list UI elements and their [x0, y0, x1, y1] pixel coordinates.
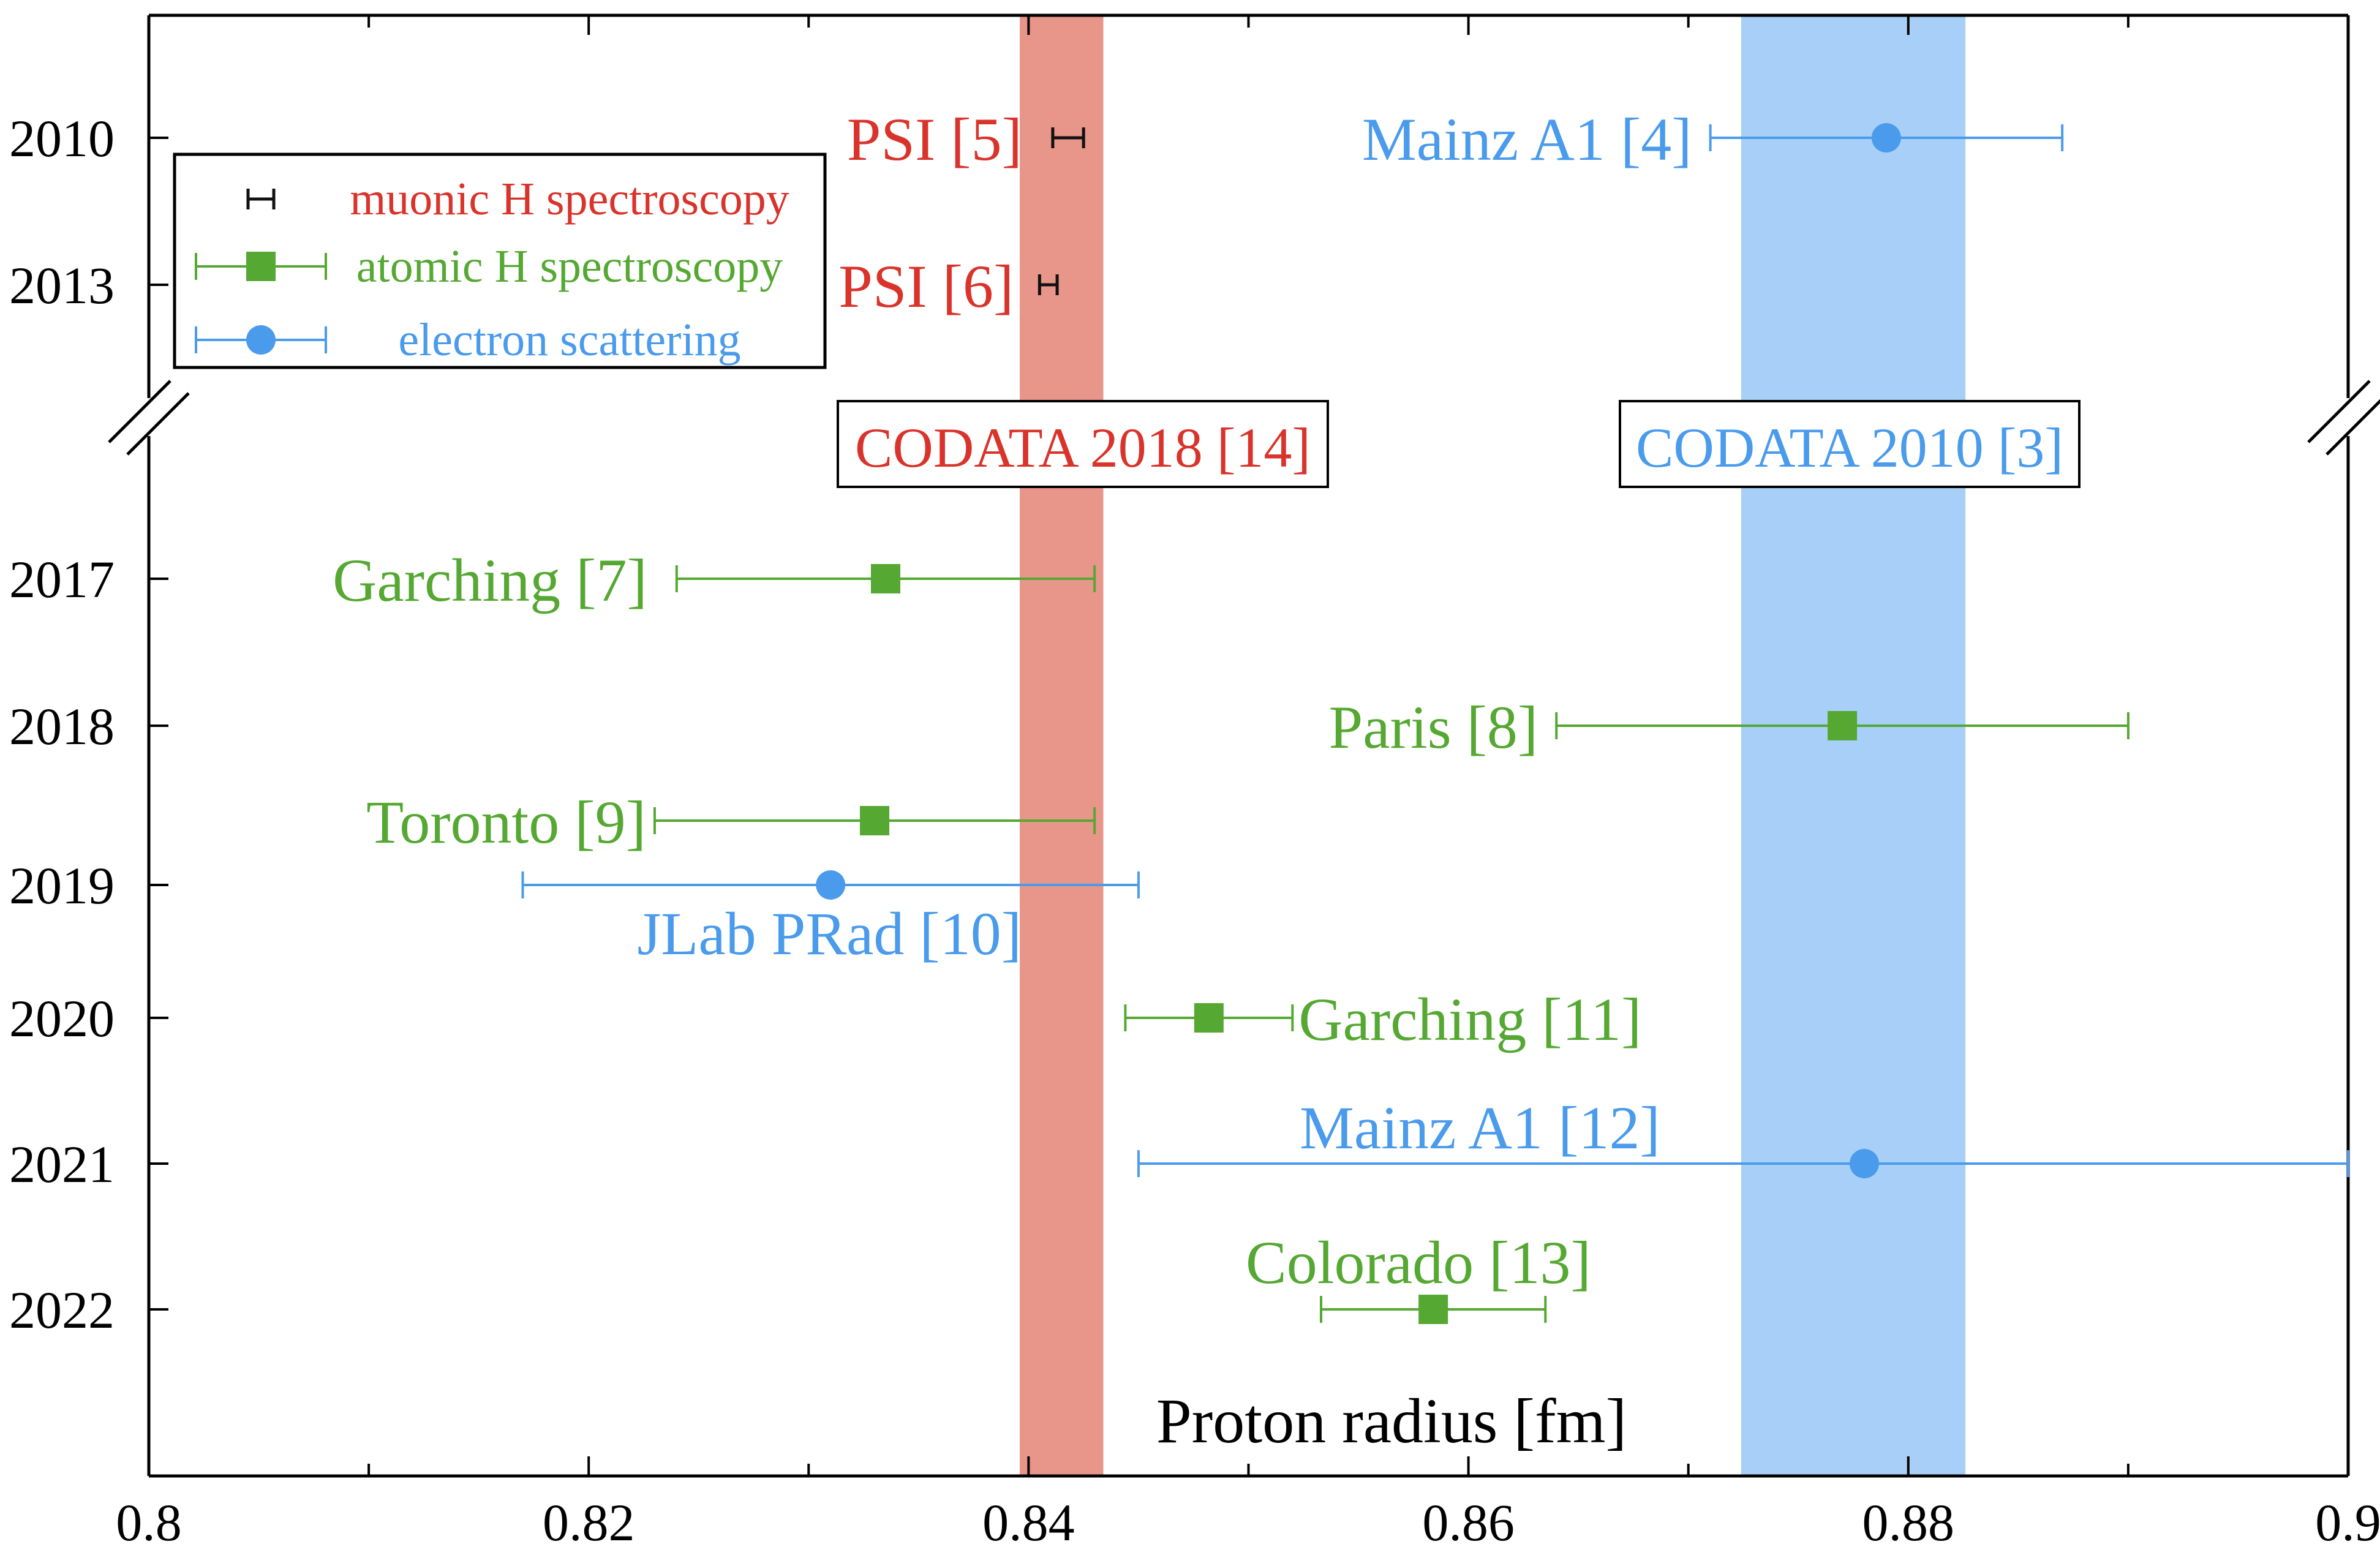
y-tick-label: 2013: [9, 256, 115, 315]
data-label: PSI [6]: [838, 252, 1014, 320]
legend-label: atomic H spectroscopy: [356, 241, 783, 292]
legend-marker: [246, 252, 276, 281]
legend-item-electron: electron scattering: [195, 314, 741, 366]
y-tick-label: 2022: [9, 1281, 115, 1339]
codata-2010-band: [1741, 15, 1966, 1476]
data-point-psi-5: PSI [5]: [847, 105, 1085, 173]
data-label: Garching [11]: [1298, 985, 1641, 1053]
data-point-mainz-a1-12: Mainz A1 [12]: [1137, 1094, 2349, 1178]
y-tick-label: 2020: [9, 989, 115, 1048]
data-marker: [816, 870, 846, 900]
codata-2010-label-box: [1619, 400, 2081, 488]
codata-2018-band: [1020, 15, 1104, 1476]
y-tick-label: 2019: [9, 856, 115, 915]
legend-box: [173, 152, 827, 369]
codata-2018-label-box: [837, 400, 1329, 488]
data-point-mainz-a1-4: Mainz A1 [4]: [1362, 105, 2064, 173]
y-tick-label: 2018: [9, 697, 115, 756]
axis-break-mark-right-2: [2325, 399, 2380, 456]
x-tick-label: 0.88: [1862, 1493, 1955, 1547]
data-marker: [860, 806, 890, 835]
y-tick-label: 2017: [9, 550, 115, 609]
data-point-paris-8: Paris [8]: [1329, 693, 2130, 761]
codata-bands-layer: [1020, 15, 1966, 1476]
data-label: Paris [8]: [1329, 693, 1538, 761]
axis-break-mark-right-1: [2307, 380, 2371, 443]
data-marker: [1418, 1295, 1448, 1324]
data-label: JLab PRad [10]: [637, 900, 1022, 968]
data-label: PSI [5]: [847, 105, 1022, 173]
data-point-colorado-13: Colorado [13]: [1246, 1229, 1591, 1324]
data-label: Garching [7]: [333, 546, 647, 614]
data-point-psi-6: PSI [6]: [838, 252, 1059, 320]
legend-label: electron scattering: [398, 314, 740, 366]
data-point-garching-7: Garching [7]: [333, 546, 1096, 614]
band-labels-layer: CODATA 2018 [14] CODATA 2010 [3]: [837, 400, 2081, 488]
data-point-garching-11: Garching [11]: [1124, 985, 1641, 1053]
x-tick-label: 0.8: [116, 1493, 182, 1547]
axis-break-mark-left-1: [108, 380, 171, 443]
axis-break-mark-left-2: [126, 392, 190, 456]
data-marker: [1828, 711, 1858, 740]
codata-2010-label: CODATA 2010 [3]: [1636, 416, 2063, 479]
x-tick-label: 0.82: [543, 1493, 635, 1547]
data-points-layer: PSI [5] PSI [6] Garching [7] Paris [8] Toron…: [333, 105, 2349, 1324]
legend-marker: [246, 325, 276, 355]
codata-2018-label: CODATA 2018 [14]: [855, 416, 1311, 479]
data-marker: [1194, 1003, 1224, 1033]
data-label: Mainz A1 [12]: [1300, 1094, 1660, 1162]
data-marker: [1849, 1149, 1879, 1178]
data-label: Toronto [9]: [366, 788, 646, 856]
x-axis-label: Proton radius [fm]: [1156, 1386, 1627, 1456]
legend: muonic H spectroscopy atomic H spectrosco…: [173, 152, 827, 369]
axes-layer: 0.8 0.82 0.84 0.86 0.88 0.9 2010 2013 2017 2018 20…: [9, 13, 2380, 1547]
data-marker: [1871, 123, 1901, 152]
data-point-jlab-prad-10: JLab PRad [10]: [521, 870, 1140, 968]
x-tick-label: 0.84: [982, 1493, 1075, 1547]
data-marker: [870, 564, 900, 593]
legend-item-muonic: muonic H spectroscopy: [246, 173, 789, 225]
legend-label: muonic H spectroscopy: [350, 173, 789, 225]
legend-item-atomic: atomic H spectroscopy: [195, 241, 783, 292]
y-tick-label: 2010: [9, 109, 115, 168]
y-tick-label: 2021: [9, 1135, 115, 1194]
data-label: Mainz A1 [4]: [1362, 105, 1692, 173]
x-tick-label: 0.9: [2315, 1493, 2380, 1547]
data-label: Colorado [13]: [1246, 1229, 1591, 1297]
x-tick-label: 0.86: [1422, 1493, 1515, 1547]
data-point-toronto-9: Toronto [9]: [366, 788, 1096, 856]
